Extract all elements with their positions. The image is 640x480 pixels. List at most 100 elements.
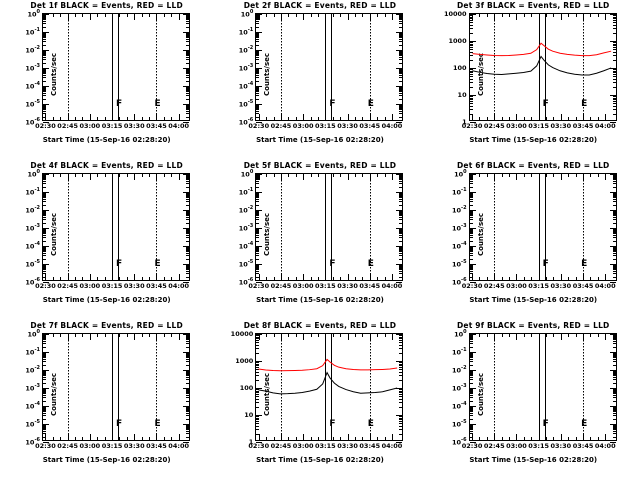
y-tick-label: 10-6 — [25, 277, 40, 287]
y-tick-label: 10-5 — [238, 99, 254, 109]
x-axis-label: Start Time (15-Sep-16 02:28:20) — [256, 296, 384, 304]
event-marker-e: E — [367, 259, 374, 269]
x-tick-label: 03:00 — [79, 122, 101, 130]
y-tick-label: 10-6 — [238, 117, 254, 127]
x-tick-label: 02:45 — [57, 122, 79, 130]
event-marker-f: F — [329, 259, 336, 269]
x-tick-label: 04:00 — [168, 122, 190, 130]
y-tick-label: 10-3 — [238, 63, 254, 73]
y-tick-label: 10-1 — [25, 187, 40, 197]
x-tick-label: 03:15 — [528, 442, 550, 450]
panel-det7f: Det 7f BLACK = Events, RED = LLD 10-6 10-5… — [0, 320, 213, 480]
x-tick-label: 03:30 — [123, 442, 145, 450]
plot-area: 10-6 10-5 10-4 10-3 10-2 10-1 100 Counts/sec 02:… — [25, 330, 190, 449]
panel-title: Det 6f BLACK = Events, RED = LLD — [456, 161, 610, 170]
y-tick-label: 10-5 — [238, 259, 254, 269]
y-axis-label-text: Counts/sec — [476, 372, 485, 416]
x-tick-label: 04:00 — [594, 122, 616, 130]
event-marker-e: E — [154, 259, 161, 269]
y-tick-label: 10-6 — [451, 437, 467, 447]
y-tick-label: 10-5 — [451, 419, 467, 429]
y-axis-label-text: Counts/sec — [476, 212, 485, 256]
x-tick-label: 02:30 — [35, 442, 56, 450]
x-tick-label: 02:45 — [483, 282, 505, 290]
y-axis-label-text: Counts/sec — [263, 52, 272, 96]
x-tick-label: 03:45 — [359, 442, 381, 450]
x-tick-label: 02:45 — [483, 442, 505, 450]
y-tick-label: 10-5 — [451, 259, 467, 269]
y-tick-label: 10-3 — [25, 63, 40, 73]
x-tick-label: 03:15 — [101, 282, 123, 290]
event-marker-f: F — [116, 419, 123, 429]
y-tick-label: 10-4 — [25, 241, 40, 251]
y-axis-label: Counts/sec — [469, 192, 485, 256]
x-tick-label: 02:45 — [483, 122, 505, 130]
event-marker-f: F — [542, 259, 549, 269]
y-tick-label: 10-3 — [25, 223, 40, 233]
y-tick-label: 10-4 — [451, 241, 467, 251]
x-tick-label: 03:45 — [359, 122, 381, 130]
plot-area: 10-6 10-5 10-4 10-3 10-2 10-1 100 Counts/sec 02:… — [452, 170, 617, 289]
y-tick-label: 100 — [454, 329, 467, 339]
x-axis-label: Start Time (15-Sep-16 02:28:20) — [42, 456, 171, 464]
x-tick-label: 03:30 — [337, 442, 358, 450]
y-tick-label: 10-2 — [451, 205, 467, 215]
y-tick-label: 100 — [27, 169, 40, 179]
y-tick-label: 1000 — [448, 36, 467, 45]
y-tick-label: 1 — [462, 117, 467, 126]
y-tick-label: 10-4 — [25, 401, 40, 411]
y-axis-label-text: Counts/sec — [50, 212, 58, 256]
x-tick-label: 03:00 — [292, 442, 314, 450]
series-group — [470, 14, 616, 120]
x-tick-label: 04:00 — [168, 442, 190, 450]
x-tick-label: 03:15 — [315, 442, 336, 450]
y-tick-label: 10-2 — [25, 205, 40, 215]
y-axis-label: Counts/sec — [255, 32, 271, 96]
y-axis-label: Counts/sec — [42, 352, 58, 416]
panel-title: Det 7f BLACK = Events, RED = LLD — [30, 321, 183, 330]
panel-det4f: Det 4f BLACK = Events, RED = LLD 10-6 10-5… — [0, 160, 213, 320]
x-tick-label: 03:30 — [123, 282, 145, 290]
event-marker-f: F — [116, 259, 123, 269]
x-tick-label: 04:00 — [594, 282, 616, 290]
y-tick-label: 10-2 — [25, 365, 40, 375]
x-tick-label: 03:30 — [550, 442, 572, 450]
x-tick-label: 03:30 — [550, 282, 572, 290]
panel-title: Det 5f BLACK = Events, RED = LLD — [243, 161, 397, 170]
y-tick-label: 10-1 — [25, 347, 40, 357]
y-tick-label: 10-2 — [451, 365, 467, 375]
x-tick-label: 03:00 — [292, 282, 314, 290]
x-tick-label: 04:00 — [168, 282, 190, 290]
x-tick-label: 02:45 — [57, 282, 79, 290]
event-marker-e: E — [367, 419, 374, 429]
x-tick-label: 03:15 — [528, 122, 550, 130]
panel-title: Det 4f BLACK = Events, RED = LLD — [30, 161, 183, 170]
y-tick-label: 10-5 — [25, 259, 40, 269]
panel-title: Det 8f BLACK = Events, RED = LLD — [243, 321, 397, 330]
x-tick-label: 03:45 — [146, 122, 167, 130]
event-marker-e: E — [154, 99, 161, 109]
x-tick-label: 03:15 — [101, 442, 123, 450]
x-axis-label: Start Time (15-Sep-16 02:28:20) — [469, 456, 598, 464]
y-tick-label: 1000 — [235, 356, 254, 365]
x-tick-label: 03:30 — [123, 122, 145, 130]
series-group — [256, 334, 402, 440]
panel-title: Det 3f BLACK = Events, RED = LLD — [456, 1, 610, 10]
series-line-events — [259, 373, 398, 394]
x-tick-label: 03:00 — [506, 442, 527, 450]
y-tick-label: 100 — [454, 169, 467, 179]
y-tick-label: 100 — [27, 329, 40, 339]
x-tick-label: 03:45 — [146, 282, 167, 290]
y-axis-label: Counts/sec — [469, 352, 485, 416]
x-tick-label: 04:00 — [381, 282, 403, 290]
series-line-lld — [259, 359, 398, 370]
x-tick-label: 04:00 — [381, 122, 403, 130]
x-axis-label: Start Time (15-Sep-16 02:28:20) — [42, 136, 171, 144]
plot-area: 10-6 10-5 10-4 10-3 10-2 10-1 100 Counts/sec 02:… — [25, 170, 190, 289]
y-tick-label: 10-4 — [25, 81, 40, 91]
y-tick-label: 100 — [27, 9, 40, 19]
plot-area: 10-6 10-5 10-4 10-3 10-2 10-1 100 Counts/sec 02:… — [25, 10, 190, 129]
x-tick-label: 03:15 — [101, 122, 123, 130]
x-tick-label: 03:45 — [572, 282, 594, 290]
